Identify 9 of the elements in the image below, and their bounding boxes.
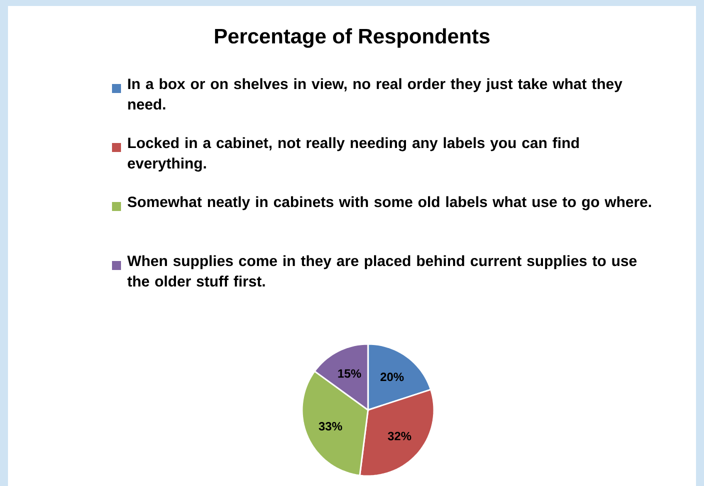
data-label: 32%: [388, 432, 412, 440]
legend-label: In a box or on shelves in view, no real order they just take what they need.: [128, 78, 622, 110]
data-label: 15%: [338, 369, 362, 378]
legend-label: When supplies come in they are placed behind current supplies to use the older stuff first.: [127, 255, 637, 287]
legend-label: Locked in a cabinet, not really needing any labels you can find everything.: [128, 137, 579, 172]
data-label: 20%: [380, 372, 404, 382]
data-label: 33%: [318, 422, 342, 430]
legend-label: Somewhat neatly in cabinets with some old labels what use to go where.: [128, 196, 651, 210]
chart-title: Percentage of Respondents: [215, 28, 490, 48]
